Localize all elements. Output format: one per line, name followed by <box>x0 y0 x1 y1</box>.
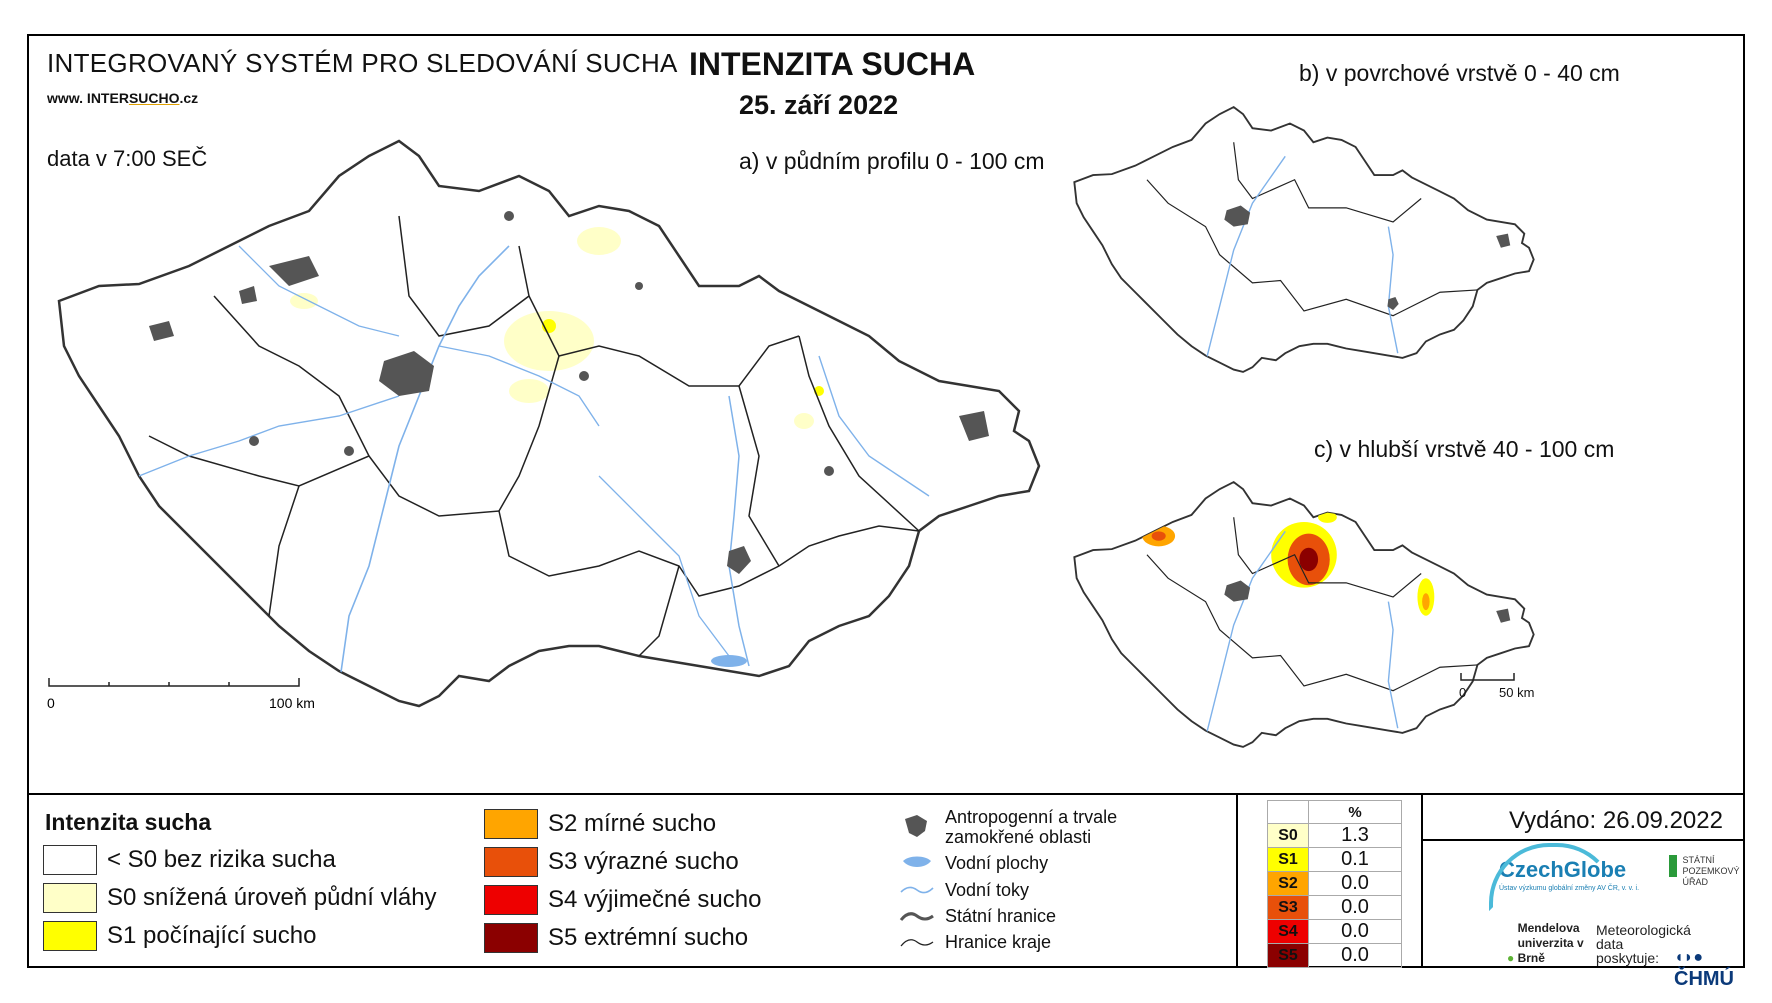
urban-area-icon <box>899 809 935 845</box>
chmu-symbol-icon: ◖◗● <box>1674 949 1703 966</box>
legend-swatch <box>484 809 538 839</box>
region-border-icon <box>899 934 935 950</box>
legend-class-s3: S3 výrazné sucho <box>484 847 739 877</box>
table-row: S0 1.3 <box>1268 824 1402 848</box>
legend-class-s4: S4 výjimečné sucho <box>484 885 761 915</box>
table-row: S4 0.0 <box>1268 920 1402 944</box>
map-c-label: c) v hlubší vrstvě 40 - 100 cm <box>1314 436 1614 463</box>
legend-swatch <box>43 845 97 875</box>
czechglobe-logo: CzechGlobe <box>1499 857 1626 883</box>
table-row: S1 0.1 <box>1268 848 1402 872</box>
legend-class-s5: S5 extrémní sucho <box>484 923 748 953</box>
svg-text:100 km: 100 km <box>269 695 315 711</box>
issued-date: Vydáno: 26.09.2022 <box>1509 807 1723 835</box>
legend-title: Intenzita sucha <box>45 809 211 836</box>
czechglobe-subtitle: Ústav výzkumu globální změny AV ČR, v. v… <box>1499 885 1639 892</box>
met-data-label: Meteorologická data poskytuje: <box>1596 923 1666 965</box>
drought-stats-table: % S0 1.3 S1 0.1 S2 0.0 S3 0.0 S4 0.0 S5 0.0 <box>1267 800 1402 968</box>
legend-class-s0: S0 snížená úroveň půdní vláhy <box>43 883 437 913</box>
page-title: INTENZITA SUCHA <box>689 46 975 83</box>
spu-logo: STÁTNÍ POZEMKOVÝ ÚŘAD <box>1669 855 1738 888</box>
legend-swatch <box>484 847 538 877</box>
mendel-university-logo: ● Mendelova univerzita v Brně <box>1507 921 1588 966</box>
map-frame: INTEGROVANÝ SYSTÉM PRO SLEDOVÁNÍ SUCHA w… <box>27 34 1745 968</box>
legend-symbol-region-border: Hranice kraje <box>899 932 1051 952</box>
system-title: INTEGROVANÝ SYSTÉM PRO SLEDOVÁNÍ SUCHA <box>47 48 678 79</box>
legend-panel: Intenzita sucha < S0 bez rizika sucha S0… <box>29 793 1743 968</box>
legend-swatch <box>484 923 538 953</box>
scale-bar-small: 0 50 km <box>1459 671 1539 701</box>
legend-swatch <box>43 921 97 951</box>
legend-symbol-anthropogenic: Antropogenní a trvale zamokřené oblasti <box>899 807 1135 847</box>
svg-text:0: 0 <box>47 695 55 711</box>
chmu-logo: ◖◗● ČHMÚ <box>1674 945 1734 991</box>
legend-swatch <box>43 883 97 913</box>
water-body-icon <box>899 853 935 873</box>
legend-symbol-state-border: Státní hranice <box>899 906 1056 926</box>
legend-class-none: < S0 bez rizika sucha <box>43 845 336 875</box>
table-row: S3 0.0 <box>1268 896 1402 920</box>
legend-class-s2: S2 mírné sucho <box>484 809 716 839</box>
river-icon <box>899 882 935 898</box>
state-border-icon <box>899 908 935 924</box>
table-row: S5 0.0 <box>1268 944 1402 968</box>
table-row: S2 0.0 <box>1268 872 1402 896</box>
main-drought-map: 0 100 km <box>39 96 1059 736</box>
legend-class-s1: S1 počínající sucho <box>43 921 316 951</box>
map-b-label: b) v povrchové vrstvě 0 - 40 cm <box>1299 60 1620 87</box>
legend-symbol-water: Vodní plochy <box>899 853 1048 873</box>
scale-bar-main: 0 100 km <box>47 678 315 711</box>
surface-layer-map <box>1064 86 1544 386</box>
legend-swatch <box>484 885 538 915</box>
legend-symbol-streams: Vodní toky <box>899 880 1029 900</box>
deep-layer-map <box>1064 461 1544 761</box>
